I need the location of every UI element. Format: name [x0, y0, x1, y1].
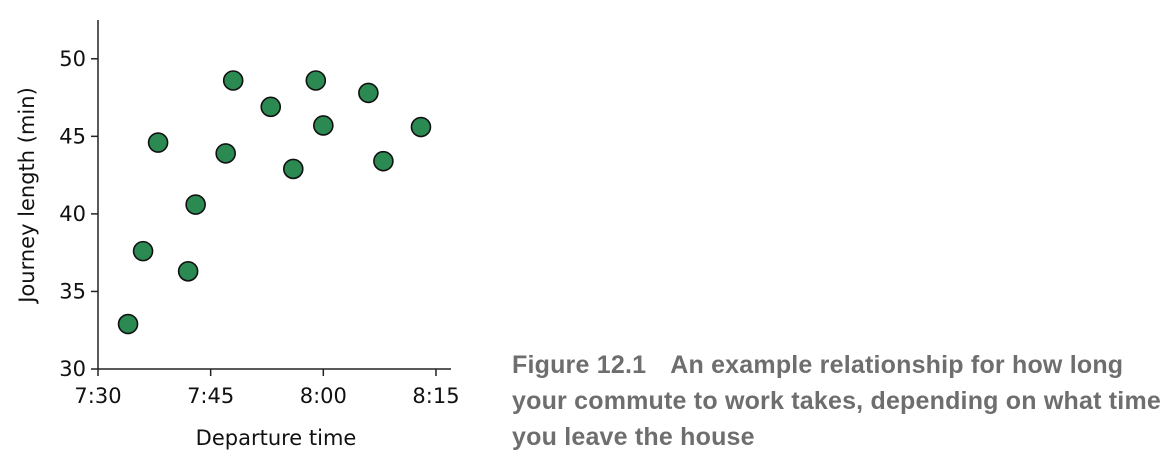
- y-tick-label: 30: [59, 357, 86, 381]
- data-point: [147, 132, 169, 153]
- y-tick-label: 40: [59, 202, 86, 226]
- data-point: [132, 240, 154, 262]
- data-point: [117, 313, 139, 335]
- x-tick-label: 7:30: [74, 384, 121, 408]
- data-point: [282, 158, 304, 180]
- data-point: [177, 260, 199, 282]
- data-point: [222, 70, 244, 91]
- figure-caption-text: An example relationship for how long you…: [512, 351, 1161, 451]
- data-point: [410, 116, 432, 138]
- data-point: [260, 96, 282, 118]
- y-tick-label: 45: [59, 124, 86, 148]
- x-tick-label: 7:45: [187, 384, 234, 408]
- y-tick-label: 50: [59, 47, 86, 71]
- axes: [97, 20, 451, 370]
- x-axis-title: Departure time: [196, 426, 357, 450]
- scatter-chart: 7:30 7:45 8:00 8:15 30 35 40 45 50 Departure ti…: [15, 20, 460, 450]
- data-point: [358, 82, 379, 104]
- y-axis-title: Journey length (min): [15, 87, 39, 305]
- x-axis-ticks: 7:30 7:45 8:00 8:15: [74, 369, 460, 408]
- x-tick-label: 8:15: [412, 384, 459, 408]
- y-axis-ticks: 30 35 40 45 50: [59, 47, 98, 381]
- data-point: [313, 115, 334, 136]
- x-tick-label: 8:00: [300, 384, 347, 408]
- figure-label: Figure 12.1: [512, 351, 647, 379]
- data-points: [117, 70, 432, 335]
- figure-caption: Figure 12.1 An example relationship for h…: [512, 347, 1162, 455]
- data-point: [215, 143, 236, 164]
- data-point: [305, 70, 327, 91]
- y-tick-label: 35: [59, 279, 86, 303]
- data-point: [185, 194, 206, 215]
- data-point: [373, 150, 394, 172]
